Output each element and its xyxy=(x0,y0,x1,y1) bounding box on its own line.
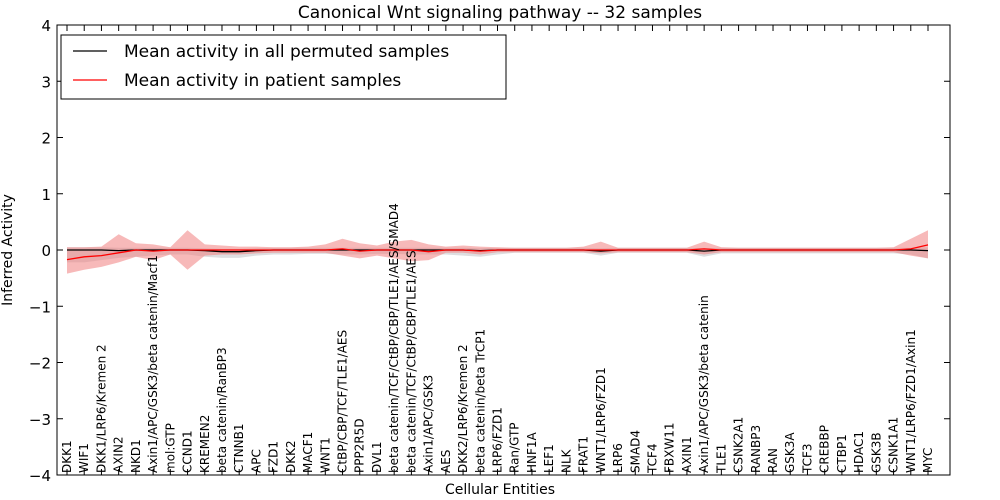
category-label: NKD1 xyxy=(129,439,143,473)
category-label: GSK3A xyxy=(783,432,797,473)
category-label: Axin1/APC/GSK3/beta catenin xyxy=(697,295,711,473)
legend-box xyxy=(60,34,507,100)
category-label: beta catenin/beta TrCP1 xyxy=(473,329,487,473)
category-label: TCF3 xyxy=(801,443,815,474)
category-label: WNT1 xyxy=(318,437,332,473)
category-label: DKK1 xyxy=(60,440,74,473)
category-label: LEF1 xyxy=(542,444,556,473)
y-tick-label: 3 xyxy=(41,73,51,91)
category-label: CTBP1 xyxy=(835,434,849,473)
category-label: KREMEN2 xyxy=(198,415,212,473)
plot-frame xyxy=(56,24,951,476)
category-label: TCF4 xyxy=(646,443,660,474)
category-label: HDAC1 xyxy=(852,431,866,473)
x-axis-label: Cellular Entities xyxy=(445,482,555,498)
category-label: Axin1/APC/GSK3 xyxy=(422,375,436,473)
y-tick-label: −3 xyxy=(29,411,51,429)
y-axis-label: Inferred Activity xyxy=(0,194,16,306)
legend-label-patient: Mean activity in patient samples xyxy=(124,71,401,91)
category-label: TLE1 xyxy=(714,444,728,474)
category-label: FRAT1 xyxy=(577,436,591,473)
y-tick-label: −1 xyxy=(29,298,51,316)
category-label: mol:GTP xyxy=(163,423,177,473)
category-label: RANBP3 xyxy=(749,425,763,473)
category-label: CCND1 xyxy=(181,430,195,473)
category-label: GSK3B xyxy=(869,432,883,473)
category-label: CTNNB1 xyxy=(232,423,246,473)
category-label: AES xyxy=(439,450,453,473)
category-label: DKK2/LRP6/Kremen 2 xyxy=(456,344,470,473)
y-tick-label: 0 xyxy=(41,242,51,260)
axis-ticks: −4 −3 −2 −1 0 1 2 3 4 xyxy=(29,17,950,485)
legend: Mean activity in all permuted samples Me… xyxy=(60,34,507,100)
category-label: CtBP/CBP/TCF/TLE1/AES xyxy=(336,330,350,473)
category-label: MYC xyxy=(921,448,935,473)
category-label: DVL1 xyxy=(370,441,384,473)
category-label: AXIN1 xyxy=(680,436,694,473)
series-lines xyxy=(66,244,929,261)
category-label: NLK xyxy=(559,448,573,473)
category-label: FZD1 xyxy=(267,441,281,473)
chart-title: Canonical Wnt signaling pathway -- 32 sa… xyxy=(298,3,702,23)
y-tick-label: 2 xyxy=(41,130,51,148)
category-label: beta catenin/TCF/CtBP/CBP/TLE1/AES/SMAD4 xyxy=(387,203,401,473)
category-label: Axin1/APC/GSK3/beta catenin/Macf1 xyxy=(146,255,160,473)
category-labels: DKK1 WIF1 DKK1/LRP6/Kremen 2 AXIN2 NKD1 Axin1… xyxy=(60,203,935,474)
y-tick-label: 1 xyxy=(41,186,51,204)
category-label: Ran/GTP xyxy=(508,422,522,473)
y-tick-label: −2 xyxy=(29,355,51,373)
category-label: FBXW11 xyxy=(663,423,677,474)
category-label: WNT1/LRP6/FZD1 xyxy=(594,367,608,473)
category-label: beta catenin/TCF/CtBP/CBP/TLE1/AES xyxy=(404,250,418,473)
legend-label-permuted: Mean activity in all permuted samples xyxy=(124,42,449,62)
category-label: LRP6/FZD1 xyxy=(491,407,505,473)
category-label: WNT1/LRP6/FZD1/Axin1 xyxy=(904,329,918,473)
category-label: APC xyxy=(249,449,263,473)
series-line-patient xyxy=(66,244,929,261)
category-label: DKK1/LRP6/Kremen 2 xyxy=(94,344,108,473)
category-label: MACF1 xyxy=(301,432,315,473)
y-tick-label: 4 xyxy=(41,17,51,35)
category-label: WIF1 xyxy=(77,443,91,473)
category-label: CREBBP xyxy=(818,425,832,473)
category-label: CSNK2A1 xyxy=(732,417,746,473)
category-label: LRP6 xyxy=(611,443,625,473)
category-label: SMAD4 xyxy=(628,430,642,473)
y-tick-label: −4 xyxy=(29,467,51,485)
category-label: RAN xyxy=(766,448,780,473)
category-label: HNF1A xyxy=(525,431,539,473)
category-label: PPP2R5D xyxy=(353,418,367,473)
category-label: beta catenin/RanBP3 xyxy=(215,347,229,473)
category-label: CSNK1A1 xyxy=(887,417,901,473)
category-label: DKK2 xyxy=(284,440,298,473)
band-patient xyxy=(67,230,928,274)
category-label: AXIN2 xyxy=(112,436,126,473)
